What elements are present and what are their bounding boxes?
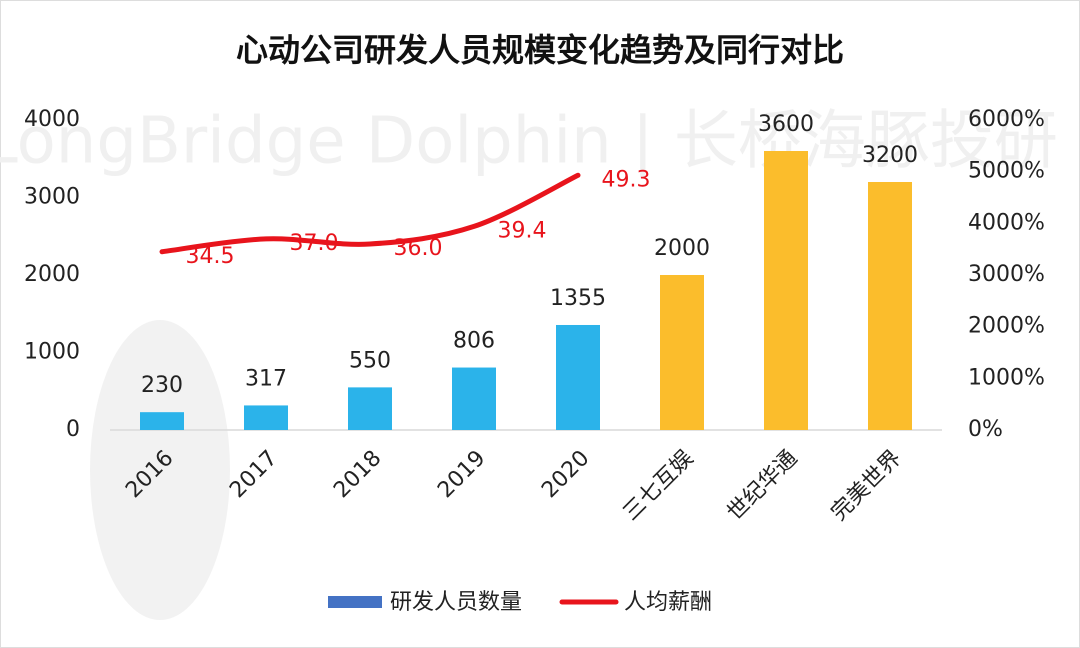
legend-label: 人均薪酬	[624, 590, 712, 615]
bar	[868, 182, 912, 430]
y2-tick-label: 1000%	[968, 365, 1045, 390]
bar	[556, 324, 600, 430]
bar	[660, 275, 704, 430]
y2-tick-label: 3000%	[968, 262, 1045, 287]
watermark-logo	[90, 320, 230, 620]
bar-value-label: 550	[349, 348, 391, 373]
y-tick-label: 4000	[24, 107, 80, 132]
line	[159, 172, 581, 255]
line-value-label: 39.4	[498, 218, 547, 243]
line-value-label: 37.0	[290, 231, 339, 256]
y2-tick-label: 0%	[968, 417, 1003, 442]
bar-value-label: 230	[141, 373, 183, 398]
watermark: LongBridge Dolphin | 长桥海豚投研	[0, 105, 1058, 179]
y-tick-label: 1000	[24, 340, 80, 365]
chart-title: 心动公司研发人员规模变化趋势及同行对比	[236, 31, 844, 69]
legend-swatch	[328, 596, 382, 608]
y2-tick-label: 4000%	[968, 210, 1045, 235]
y-tick-label: 0	[66, 417, 80, 442]
line-value-label: 49.3	[602, 167, 651, 192]
bar	[764, 151, 808, 430]
y2-tick-label: 5000%	[968, 159, 1045, 184]
bar	[452, 367, 496, 430]
bar	[140, 412, 184, 430]
bar	[348, 387, 392, 430]
bar-value-label: 1355	[550, 286, 606, 311]
bar-value-label: 317	[245, 366, 287, 391]
bar-value-label: 806	[453, 329, 495, 354]
bar	[244, 405, 288, 430]
legend-label: 研发人员数量	[390, 590, 522, 615]
line-value-label: 34.5	[186, 244, 235, 269]
y2-tick-label: 2000%	[968, 314, 1045, 339]
y-tick-label: 3000	[24, 185, 80, 210]
bar-value-label: 3600	[758, 112, 814, 137]
bar-value-label: 3200	[862, 143, 918, 168]
line-value-label: 36.0	[394, 236, 443, 261]
y2-tick-label: 6000%	[968, 107, 1045, 132]
bar-value-label: 2000	[654, 236, 710, 261]
y-tick-label: 2000	[24, 262, 80, 287]
